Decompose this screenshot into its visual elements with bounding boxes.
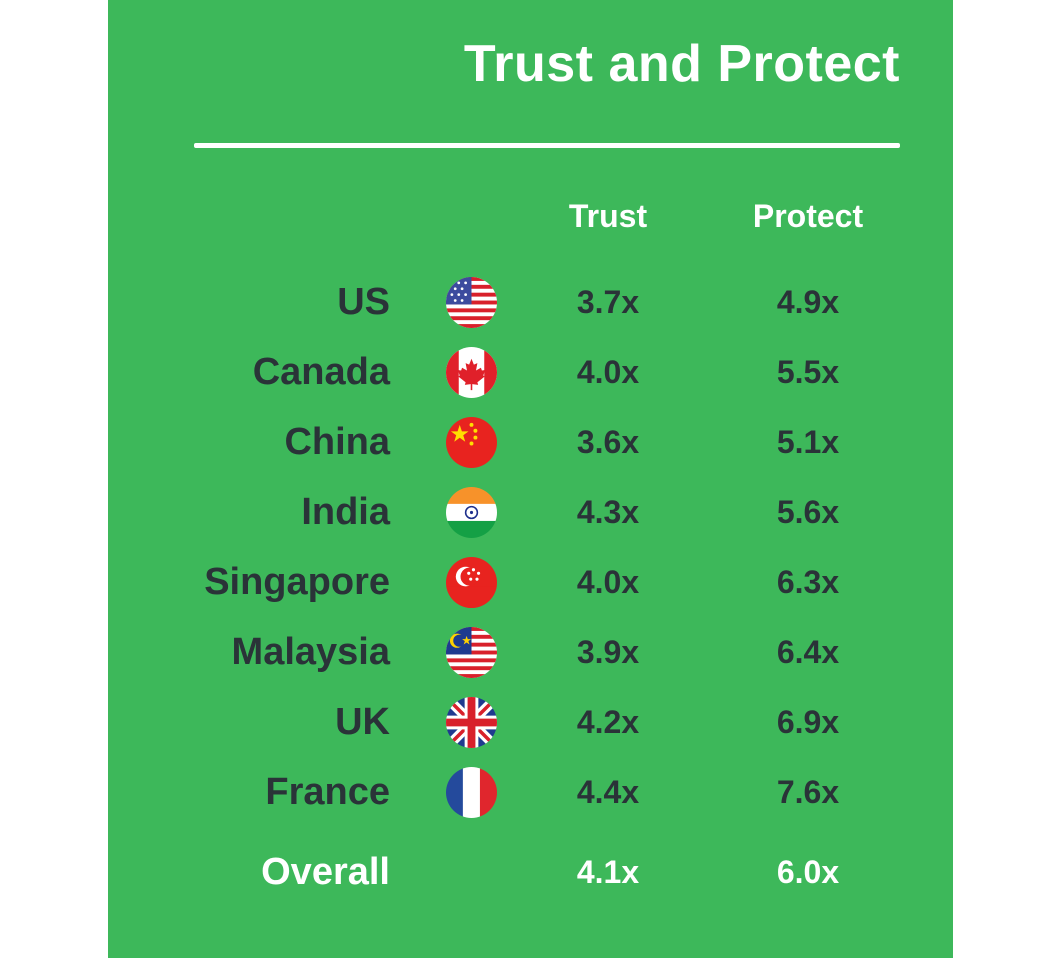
table-row: Malaysia 3.9x 6.4x xyxy=(108,622,953,692)
trust-value: 4.0x xyxy=(576,564,640,600)
country-label: UK xyxy=(335,701,390,743)
title-divider xyxy=(194,143,900,148)
overall-trust-value: 4.1x xyxy=(576,854,640,890)
chart-title: Trust and Protect xyxy=(463,35,900,93)
protect-value: 7.6x xyxy=(776,774,840,810)
trust-value: 4.0x xyxy=(576,354,640,390)
table-row: France 4.4x 7.6x xyxy=(108,762,953,832)
us-flag-icon xyxy=(446,277,497,328)
trust-value: 4.3x xyxy=(576,494,640,530)
trust-value: 4.4x xyxy=(576,774,640,810)
table-row: UK 4.2x 6.9x xyxy=(108,692,953,762)
table-row: Canada 4.0x 5.5x xyxy=(108,342,953,412)
india-flag-icon xyxy=(446,487,497,538)
protect-value: 6.9x xyxy=(776,704,840,740)
trust-value: 3.7x xyxy=(576,284,640,320)
overall-protect-value: 6.0x xyxy=(776,854,840,890)
protect-value: 6.3x xyxy=(776,564,840,600)
table-row: Singapore 4.0x 6.3x xyxy=(108,552,953,622)
country-label: China xyxy=(284,421,390,463)
country-label: US xyxy=(337,281,390,323)
protect-value: 5.5x xyxy=(776,354,840,390)
table-row: China 3.6x 5.1x xyxy=(108,412,953,482)
country-label: Malaysia xyxy=(231,631,390,673)
chart-panel: Trust and Protect Trust Protect US xyxy=(108,0,953,958)
singapore-flag-icon xyxy=(446,557,497,608)
protect-value: 5.1x xyxy=(776,424,840,460)
protect-value: 5.6x xyxy=(776,494,840,530)
country-label: Singapore xyxy=(204,561,390,603)
china-flag-icon xyxy=(446,417,497,468)
malaysia-flag-icon xyxy=(446,627,497,678)
column-header-protect: Protect xyxy=(752,198,864,234)
table-row: India 4.3x 5.6x xyxy=(108,482,953,552)
trust-value: 4.2x xyxy=(576,704,640,740)
table-row: US 3.7x 4.9x xyxy=(108,272,953,342)
trust-value: 3.9x xyxy=(576,634,640,670)
country-label: India xyxy=(301,491,390,533)
column-header-trust: Trust xyxy=(568,198,648,234)
trust-value: 3.6x xyxy=(576,424,640,460)
uk-flag-icon xyxy=(446,697,497,748)
france-flag-icon xyxy=(446,767,497,818)
country-label: Canada xyxy=(252,351,390,393)
canada-flag-icon xyxy=(446,347,497,398)
protect-value: 6.4x xyxy=(776,634,840,670)
protect-value: 4.9x xyxy=(776,284,840,320)
country-label: France xyxy=(265,771,390,813)
overall-label: Overall xyxy=(261,851,390,893)
overall-row: Overall 4.1x 6.0x xyxy=(108,842,953,912)
